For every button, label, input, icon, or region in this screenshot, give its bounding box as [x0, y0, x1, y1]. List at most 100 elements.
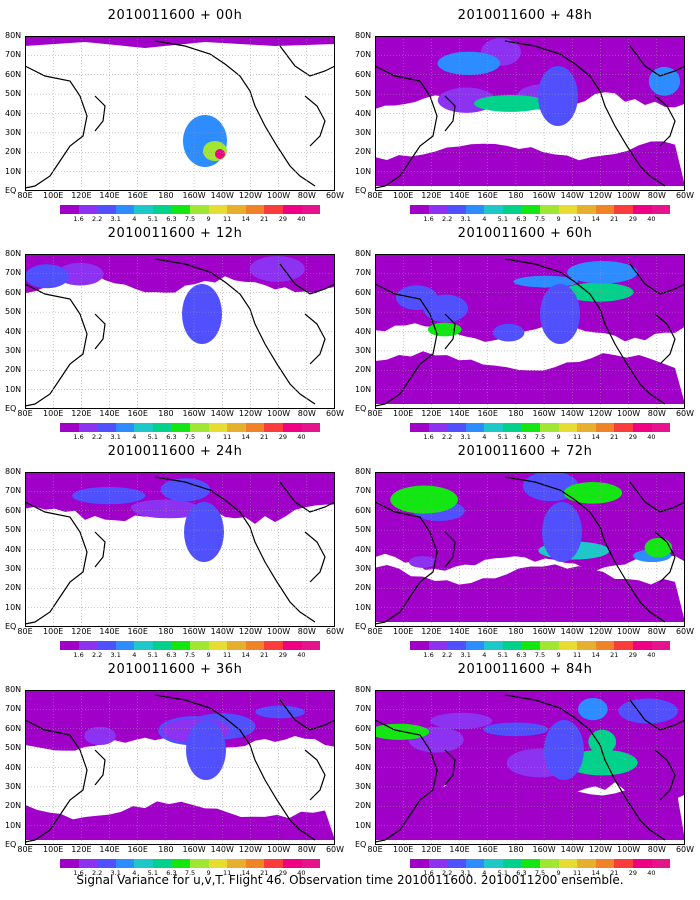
colorbar-swatch — [558, 859, 578, 868]
colorbar-swatch — [632, 859, 652, 868]
colorbar-swatch — [651, 423, 671, 432]
longitude-label: 80W — [647, 191, 666, 200]
colorbar-tick-label: 7.5 — [184, 869, 196, 877]
longitude-label: 80E — [17, 845, 33, 854]
colorbar-swatch — [521, 423, 541, 432]
colorbar-swatch — [264, 641, 283, 650]
colorbar-tick-label: 11 — [573, 869, 582, 877]
longitude-label: 80W — [647, 627, 666, 636]
longitude-label: 120E — [71, 627, 92, 636]
latitude-label: 40N — [5, 762, 22, 772]
latitude-label: 70N — [5, 268, 22, 278]
colorbar-swatch — [540, 859, 559, 868]
latitude-label: EQ — [5, 840, 17, 849]
panel-title: 2010011600 + 48h — [457, 8, 593, 23]
figure-caption: Signal Variance for u,v,T. Flight 46. Ob… — [76, 873, 624, 887]
colorbar-swatch — [208, 205, 228, 214]
latitude-label: 70N — [5, 50, 22, 60]
colorbar-swatch — [208, 859, 228, 868]
longitude-label: 180 — [158, 409, 174, 418]
latitude-label: 10N — [5, 820, 22, 830]
colorbar-swatch — [190, 205, 209, 214]
latitude-label: 40N — [355, 762, 372, 772]
longitude-axis: 80E 100E 120E 140E 160E 180 160W 140W 120W 100W 80… — [17, 191, 344, 202]
colorbar-tick-label: 9 — [206, 433, 211, 441]
colorbar-swatch — [97, 205, 116, 214]
longitude-label: 140E — [99, 627, 120, 636]
longitude-axis: 80E 100E 120E 140E 160E 180 160W 140W 120W 100W 80… — [17, 409, 344, 420]
colorbar-swatch — [134, 205, 153, 214]
colorbar-swatch — [521, 859, 541, 868]
colorbar-tick-label: 29 — [278, 651, 287, 659]
colorbar-tick-label: 21 — [610, 433, 619, 441]
forecast-panel: 2010011600 + 12h 80N 70N 60N 50N 40N 30N 20N 10N… — [5, 226, 345, 441]
colorbar-swatch — [614, 423, 633, 432]
longitude-label: 100W — [617, 627, 641, 636]
colorbar-tick-label: 21 — [610, 869, 619, 877]
latitude-label: 80N — [5, 31, 22, 40]
latitude-label: 50N — [5, 525, 22, 535]
longitude-label: 180 — [508, 627, 524, 636]
colorbar-tick-label: 7.5 — [534, 651, 546, 659]
colorbar-tick-label: 1.6 — [73, 651, 84, 659]
longitude-label: 140E — [449, 627, 470, 636]
coastlines — [375, 694, 685, 843]
colorbar-tick-label: 40 — [647, 869, 656, 877]
longitude-label: 60W — [675, 627, 695, 636]
colorbar-swatch — [152, 423, 172, 432]
latitude-label: 50N — [355, 525, 372, 535]
longitude-label: 120E — [421, 191, 442, 200]
latitude-label: 10N — [5, 602, 22, 612]
colorbar-tick-label: 40 — [647, 433, 656, 441]
colorbar-swatch — [227, 641, 246, 650]
latitude-label: 50N — [355, 743, 372, 753]
colorbar-swatch — [540, 205, 559, 214]
colorbar-swatch — [78, 205, 98, 214]
longitude-label: 140E — [99, 845, 120, 854]
colorbar-tick-label: 6.3 — [516, 433, 527, 441]
colorbar-tick-label: 3.1 — [460, 869, 471, 877]
colorbar-tick-label: 7.5 — [184, 433, 196, 441]
colorbar-tick-label: 4 — [482, 651, 487, 659]
longitude-label: 180 — [158, 627, 174, 636]
colorbar-swatch — [577, 641, 596, 650]
variance-map — [25, 690, 335, 845]
longitude-label: 140W — [560, 191, 584, 200]
colorbar-swatch — [410, 423, 429, 432]
colorbar-tick-label: 4 — [132, 651, 137, 659]
colorbar-tick-label: 40 — [297, 869, 306, 877]
map-frame — [375, 472, 685, 627]
latitude-label: 60N — [5, 505, 22, 515]
colorbar-tick-label: 6.3 — [516, 651, 527, 659]
colorbar-tick-label: 5.1 — [497, 651, 509, 659]
latitude-label: 60N — [5, 723, 22, 733]
colorbar-tick-label: 11 — [573, 215, 582, 223]
colorbar-swatch — [60, 859, 79, 868]
colorbar-tick-label: 2.2 — [441, 215, 453, 223]
longitude-label: 80W — [297, 845, 316, 854]
variance-map — [375, 36, 685, 191]
colorbar-tick-label: 21 — [260, 215, 269, 223]
coastlines — [375, 258, 685, 407]
latitude-label: 80N — [355, 467, 372, 476]
colorbar-tick-label: 5.1 — [497, 433, 509, 441]
colorbar-swatch — [484, 423, 503, 432]
latitude-label: 60N — [355, 69, 372, 79]
colorbar-swatch — [60, 205, 79, 214]
colorbar-tick-label: 7.5 — [184, 215, 196, 223]
longitude-label: 80W — [297, 627, 316, 636]
colorbar-swatch — [651, 859, 671, 868]
colorbar-tick-label: 29 — [278, 869, 287, 877]
longitude-label: 120E — [71, 409, 92, 418]
longitude-axis: 80E 100E 120E 140E 160E 180 160W 140W 120W 100W 80… — [367, 846, 694, 856]
latitude-label: 20N — [5, 583, 22, 593]
colorbar-swatch — [577, 859, 596, 868]
longitude-label: 160E — [127, 409, 148, 418]
colorbar-swatch — [282, 205, 302, 214]
latitude-label: 30N — [5, 781, 22, 791]
colorbar-swatch — [410, 205, 429, 214]
longitude-label: 80W — [297, 191, 316, 200]
colorbar-swatch — [447, 859, 466, 868]
longitude-label: 180 — [158, 191, 174, 200]
colorbar-swatch — [227, 423, 246, 432]
